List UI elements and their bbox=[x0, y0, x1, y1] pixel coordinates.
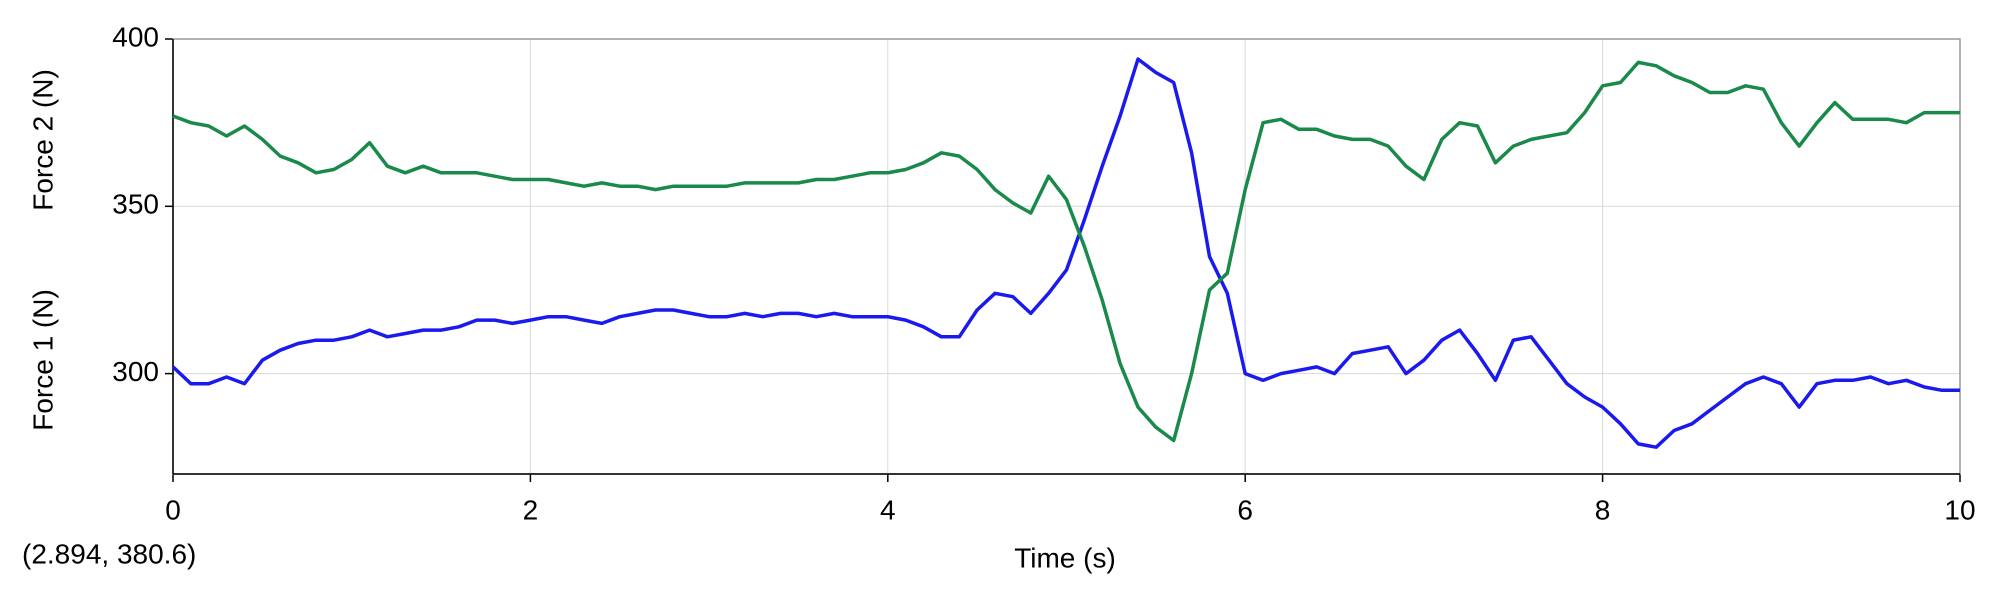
x-tick-label: 10 bbox=[1944, 494, 1975, 525]
y-axis-label: Force 1 (N) bbox=[27, 289, 58, 431]
plot-frame bbox=[172, 38, 1961, 475]
x-tick-label: 6 bbox=[1237, 494, 1253, 525]
y-tick-label: 400 bbox=[112, 21, 159, 52]
cursor-readout: (2.894, 380.6) bbox=[22, 538, 196, 569]
series-line bbox=[172, 60, 1960, 443]
x-tick-label: 4 bbox=[880, 494, 896, 525]
x-tick-label: 8 bbox=[1595, 494, 1611, 525]
y-tick-label: 350 bbox=[112, 189, 159, 220]
x-axis-label: Time (s) bbox=[1014, 542, 1116, 573]
y-tick-label: 300 bbox=[112, 356, 159, 387]
y-axis-label: Force 2 (N) bbox=[27, 69, 58, 211]
series-line bbox=[171, 57, 1960, 449]
x-tick-label: 0 bbox=[165, 494, 181, 525]
x-tick-label: 2 bbox=[523, 494, 539, 525]
